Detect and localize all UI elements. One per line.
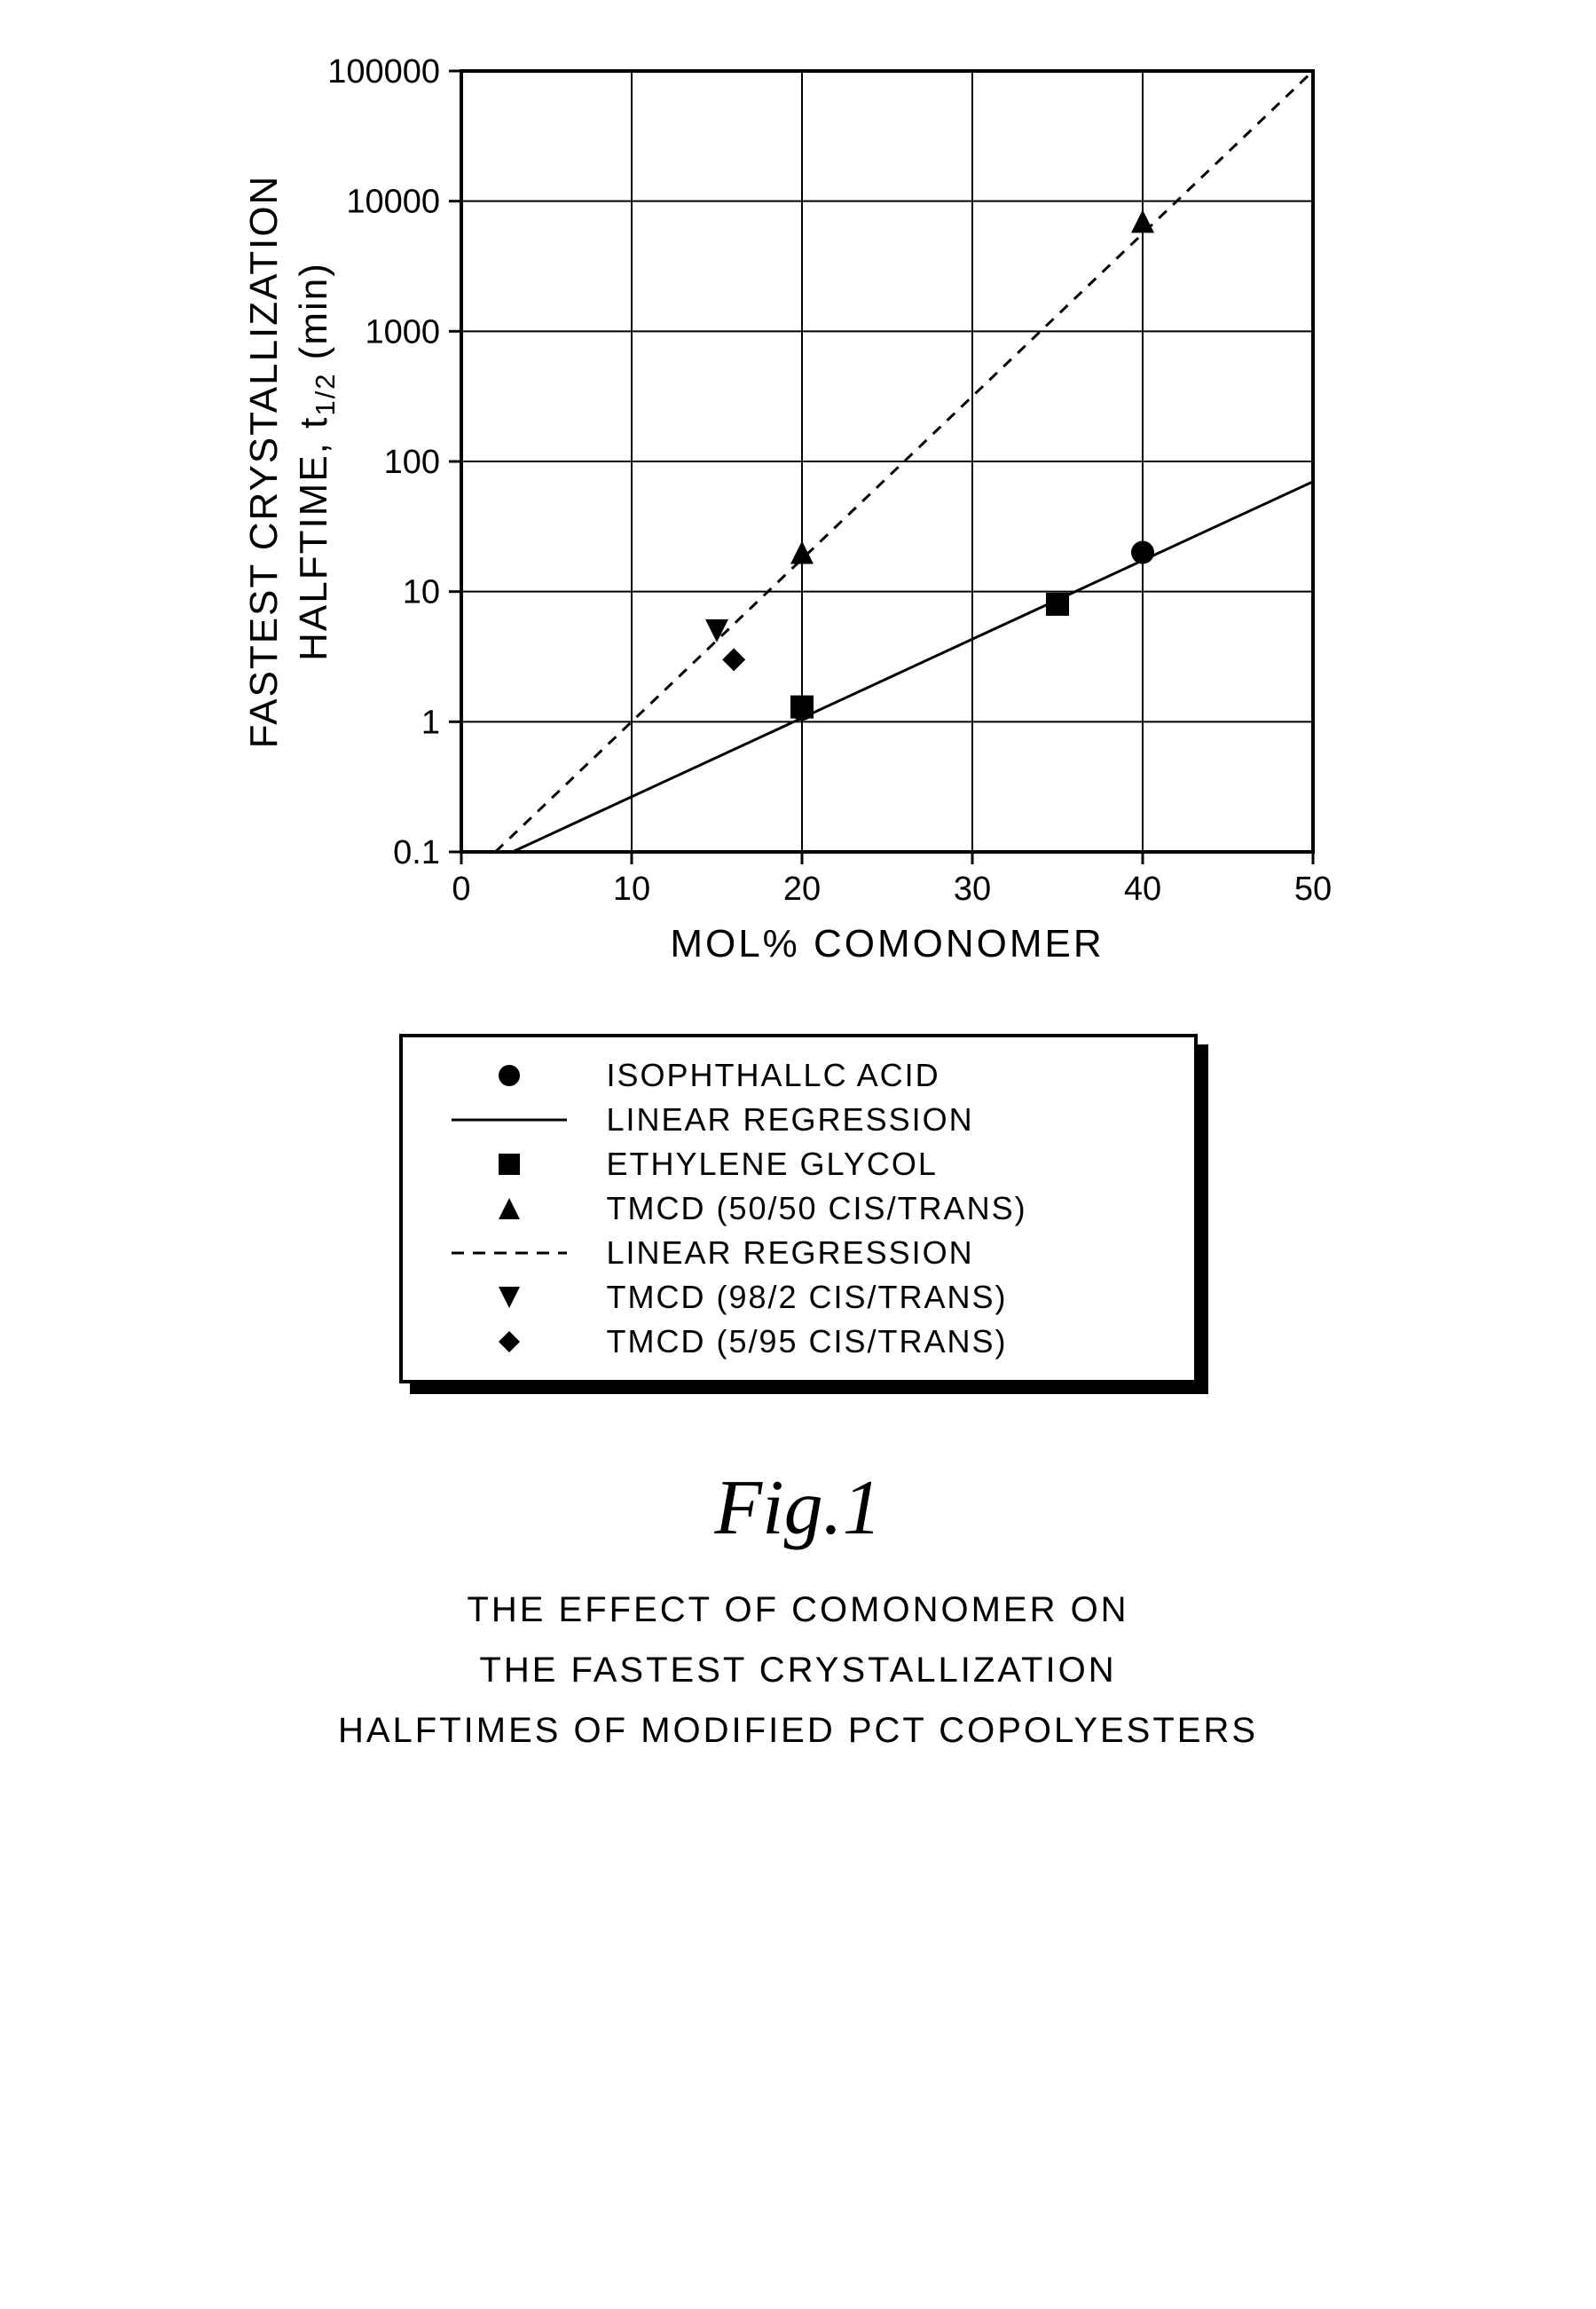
caption-line-3: HALFTIMES OF MODIFIED PCT COPOLYESTERS [338,1700,1258,1761]
caption-line-1: THE EFFECT OF COMONOMER ON [338,1580,1258,1640]
legend-entry: LINEAR REGRESSION [447,1098,1168,1142]
legend-entry: TMCD (5/95 CIS/TRANS) [447,1320,1168,1364]
legend-swatch [447,1195,571,1222]
svg-text:20: 20 [782,871,820,908]
data-point [1046,593,1069,616]
svg-text:10000: 10000 [346,184,440,221]
x-axis-label: MOL% COMONOMER [670,922,1104,965]
legend-entry: LINEAR REGRESSION [447,1231,1168,1275]
caption-line-2: THE FASTEST CRYSTALLIZATION [338,1640,1258,1700]
legend-swatch [447,1284,571,1311]
chart-svg: 0 10 20 30 40 50 0.1 1 10 100 1000 10000 100000 MOL% … [240,35,1357,976]
svg-text:FASTEST CRYSTALLIZATION: FASTEST CRYSTALLIZATION [242,175,286,749]
legend-entry: TMCD (98/2 CIS/TRANS) [447,1275,1168,1320]
y-axis-label: FASTEST CRYSTALLIZATIONHALFTIME, t1/2 (m… [242,175,341,749]
svg-text:100: 100 [383,444,439,481]
svg-text:100000: 100000 [327,53,440,91]
figure-caption: THE EFFECT OF COMONOMER ON THE FASTEST C… [338,1580,1258,1761]
legend-label: TMCD (50/50 CIS/TRANS) [607,1190,1027,1227]
legend-swatch [447,1107,571,1133]
svg-text:10: 10 [612,871,649,908]
data-point [790,696,814,719]
legend-label: TMCD (98/2 CIS/TRANS) [607,1279,1008,1316]
svg-text:0.1: 0.1 [393,834,440,871]
legend-entry: TMCD (50/50 CIS/TRANS) [447,1186,1168,1231]
svg-text:HALFTIME, t1/2 (min): HALFTIME, t1/2 (min) [292,262,341,661]
legend-entry: ETHYLENE GLYCOL [447,1142,1168,1186]
legend-box: ISOPHTHALLC ACID LINEAR REGRESSION ETHYLEN… [399,1034,1198,1383]
legend-swatch [447,1151,571,1178]
page: 0 10 20 30 40 50 0.1 1 10 100 1000 10000 100000 MOL% … [35,35,1561,1761]
svg-text:0: 0 [452,871,470,908]
chart-container: 0 10 20 30 40 50 0.1 1 10 100 1000 10000 100000 MOL% … [240,35,1357,981]
svg-text:1000: 1000 [365,313,440,351]
legend-swatch [447,1328,571,1355]
legend-label: ISOPHTHALLC ACID [607,1057,940,1094]
legend-swatch [447,1062,571,1089]
data-point [1131,541,1154,564]
svg-text:1: 1 [421,704,439,741]
svg-text:40: 40 [1123,871,1160,908]
legend-label: LINEAR REGRESSION [607,1101,974,1139]
svg-text:10: 10 [402,574,439,611]
legend-label: ETHYLENE GLYCOL [607,1146,938,1183]
legend-entry: ISOPHTHALLC ACID [447,1053,1168,1098]
legend-label: TMCD (5/95 CIS/TRANS) [607,1323,1008,1360]
legend-swatch [447,1240,571,1266]
svg-text:30: 30 [953,871,990,908]
figure-title: Fig.1 [714,1463,881,1553]
svg-text:50: 50 [1293,871,1331,908]
legend-label: LINEAR REGRESSION [607,1234,974,1272]
